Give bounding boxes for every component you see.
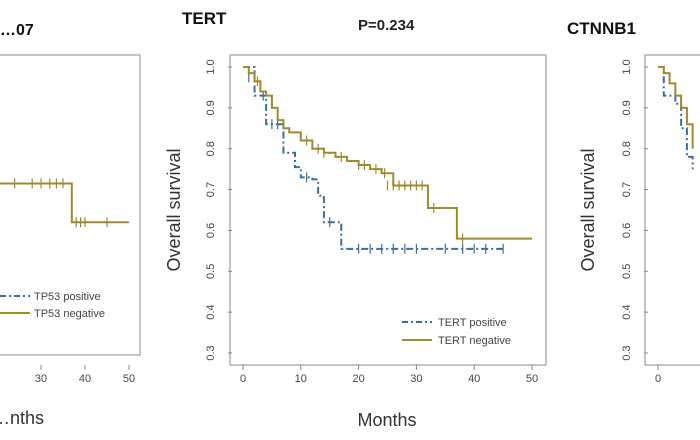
panel-tert: TERT P=0.234 0 10 20 30 40 500.30.40.50.60.70… — [164, 9, 547, 430]
x-tick-label: 30 — [410, 373, 422, 385]
y-tick-label: 1.0 — [205, 59, 217, 74]
panel-tert-p-value: P=0.234 — [358, 17, 415, 34]
survival-curve-tert-negative — [243, 66, 532, 240]
panel-ctnnb1: CTNNB1 0 0.3 0.4 0.5 0.6 0.7 0.8 0.9 1.0 Overall… — [567, 19, 700, 385]
y-tick-label: 0.5 — [621, 264, 633, 279]
x-tick-label: 20 — [352, 373, 364, 385]
panel-left-title: …07 — [0, 22, 34, 39]
panel-left: …07 30 40 50 …nths TP53 positive TP53 nega… — [0, 22, 141, 428]
panel-ctnnb1-curves — [658, 66, 694, 170]
survival-curve-ctnnb1-negative — [658, 66, 694, 149]
panel-tert-ticks: 0 10 20 30 40 50 0.3 0.4 0.5 0.6 0.7 0.8 0.9 1.0 — [205, 59, 538, 385]
y-tick-label: 0.5 — [205, 264, 217, 279]
y-tick-label: 0.4 — [205, 304, 217, 319]
panel-ctnnb1-ticks: 0 0.3 0.4 0.5 0.6 0.7 0.8 0.9 1.0 — [621, 59, 661, 385]
survival-curve-tp53-negative — [0, 182, 129, 224]
x-tick-label: 40 — [468, 373, 480, 385]
panel-ctnnb1-y-label: Overall survival — [578, 148, 598, 271]
panel-tert-title: TERT — [182, 9, 227, 28]
panel-left-curves — [0, 178, 129, 228]
y-tick-label: 0.8 — [205, 141, 217, 156]
panel-left-x-label: …nths — [0, 408, 44, 428]
legend-label-tp53-negative: TP53 negative — [34, 308, 105, 320]
panel-left-plot-frame — [0, 54, 141, 356]
x-tick-label: 0 — [655, 373, 661, 385]
x-tick-label: 10 — [295, 373, 307, 385]
x-tick-label: 40 — [79, 373, 91, 385]
x-tick-label: 50 — [526, 373, 538, 385]
panel-left-legend: TP53 positive TP53 negative — [0, 291, 105, 320]
y-tick-label: 0.9 — [205, 100, 217, 115]
x-tick-label: 0 — [240, 373, 246, 385]
survival-curve-tert-positive — [243, 66, 504, 250]
y-tick-label: 0.7 — [621, 182, 633, 197]
panel-tert-plot-frame — [229, 54, 547, 366]
y-tick-label: 0.7 — [205, 182, 217, 197]
y-tick-label: 0.9 — [621, 100, 633, 115]
panel-tert-y-label: Overall survival — [164, 148, 184, 271]
y-tick-label: 0.3 — [205, 345, 217, 360]
x-tick-label: 30 — [35, 373, 47, 385]
x-tick-label: 50 — [123, 373, 135, 385]
y-tick-label: 1.0 — [621, 59, 633, 74]
panel-ctnnb1-plot-frame — [644, 54, 700, 366]
y-tick-label: 0.8 — [621, 141, 633, 156]
legend-label-tert-negative: TERT negative — [438, 335, 511, 347]
y-tick-label: 0.6 — [205, 223, 217, 238]
panel-tert-legend: TERT positive TERT negative — [402, 317, 511, 347]
legend-label-tp53-positive: TP53 positive — [34, 291, 101, 303]
panel-ctnnb1-title: CTNNB1 — [567, 19, 636, 38]
panel-tert-x-label: Months — [357, 410, 416, 430]
panel-tert-curves — [243, 66, 532, 254]
y-tick-label: 0.3 — [621, 345, 633, 360]
panel-left-x-ticks: 30 40 50 — [35, 365, 135, 385]
legend-label-tert-positive: TERT positive — [438, 317, 507, 329]
y-tick-label: 0.4 — [621, 304, 633, 319]
y-tick-label: 0.6 — [621, 223, 633, 238]
